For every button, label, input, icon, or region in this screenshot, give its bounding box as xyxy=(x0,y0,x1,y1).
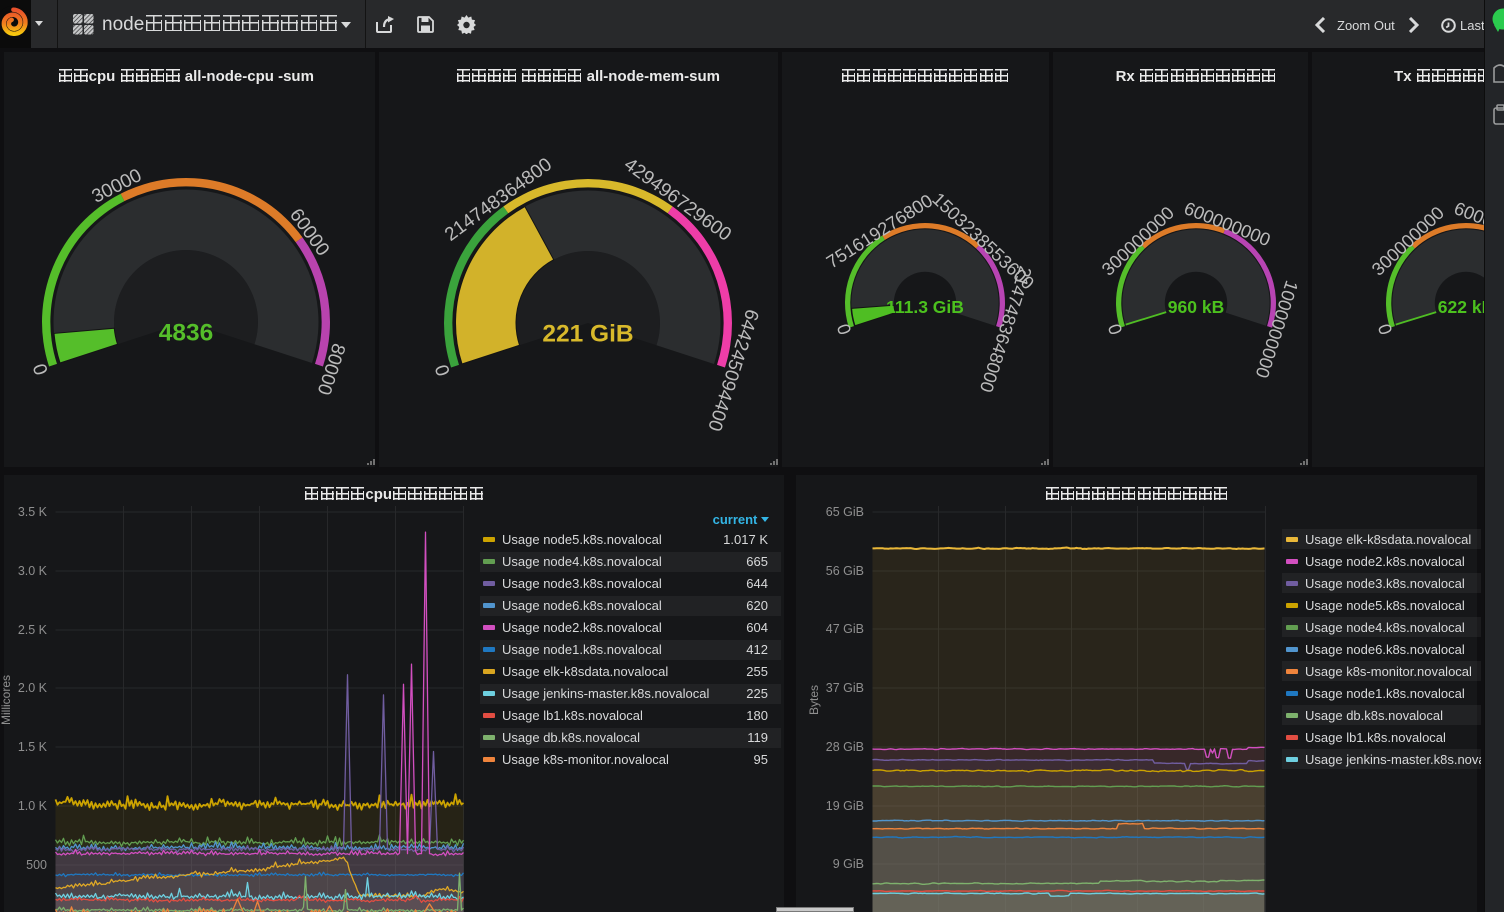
svg-text:47 GiB: 47 GiB xyxy=(826,622,864,636)
svg-text:1.5 K: 1.5 K xyxy=(18,740,48,754)
svg-text:28 GiB: 28 GiB xyxy=(826,740,864,754)
svg-text:1.0 K: 1.0 K xyxy=(18,799,48,813)
svg-text:500: 500 xyxy=(26,858,47,872)
svg-text:56 GiB: 56 GiB xyxy=(826,564,864,578)
svg-text:37 GiB: 37 GiB xyxy=(826,681,864,695)
svg-text:2.0 K: 2.0 K xyxy=(18,681,48,695)
svg-text:Millicores: Millicores xyxy=(0,675,13,725)
svg-text:111.3 GiB: 111.3 GiB xyxy=(886,297,964,317)
svg-text:960 kB: 960 kB xyxy=(1168,297,1224,317)
svg-text:4836: 4836 xyxy=(159,319,214,346)
svg-text:622 kB: 622 kB xyxy=(1438,297,1494,317)
svg-text:2.5 K: 2.5 K xyxy=(18,623,48,637)
svg-text:9 GiB: 9 GiB xyxy=(833,857,864,871)
svg-text:221 GiB: 221 GiB xyxy=(542,320,633,347)
svg-text:Bytes: Bytes xyxy=(807,685,821,715)
svg-text:19 GiB: 19 GiB xyxy=(826,799,864,813)
svg-text:65 GiB: 65 GiB xyxy=(826,505,864,519)
svg-text:3.0 K: 3.0 K xyxy=(18,564,48,578)
svg-text:3.5 K: 3.5 K xyxy=(18,505,48,519)
